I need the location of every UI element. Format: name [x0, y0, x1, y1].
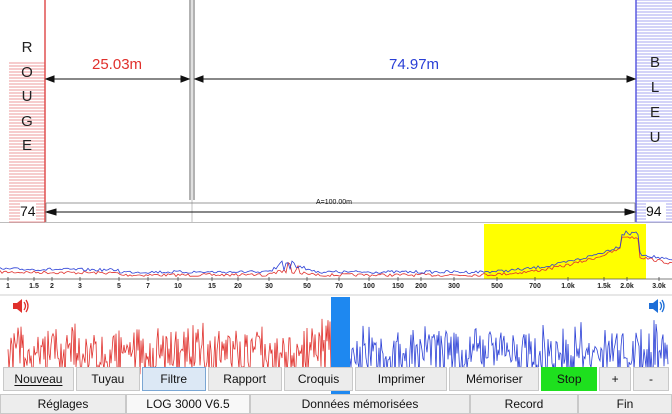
spectrum-tick-label: 150	[392, 283, 404, 290]
frequency-spectrum[interactable]: 1 1.5 2 3 5 7 10 15 20 30 50 70 100 150 200 300 500 700 1.…	[0, 224, 672, 292]
tab-reglages[interactable]: Réglages	[0, 394, 126, 414]
letter: R	[21, 39, 33, 56]
spectrum-tick-label: 2.0k	[620, 283, 634, 290]
spectrum-tick-label: 2	[50, 283, 54, 290]
bottom-tabs: Réglages LOG 3000 V6.5 Données mémorisée…	[0, 394, 672, 414]
zoom-in-button[interactable]: +	[599, 367, 632, 391]
stop-button[interactable]: Stop	[541, 367, 598, 391]
right-sensor-label: B L E U	[645, 50, 665, 150]
spectrum-tick-label: 7	[146, 283, 150, 290]
frequency-band-highlight	[484, 224, 646, 279]
tab-record[interactable]: Record	[470, 394, 578, 414]
tab-fin[interactable]: Fin	[578, 394, 672, 414]
right-distance: 74.97m	[389, 56, 440, 73]
spectrum-tick-label: 1.5	[29, 283, 39, 290]
nouveau-button[interactable]: Nouveau	[3, 367, 74, 391]
spectrum-tick-label: 200	[415, 283, 427, 290]
spectrum-tick-label: 700	[529, 283, 541, 290]
pipe-diagram-panel: R O U G E B L E U 25.03m 74.97m 74 94 A=…	[0, 0, 672, 223]
spectrum-tick-label: 3	[78, 283, 82, 290]
spectrum-tick-label: 30	[265, 283, 273, 290]
filtre-button[interactable]: Filtre	[141, 367, 206, 391]
right-sensor-value: 94	[646, 203, 662, 219]
spectrum-tick-label: 10	[174, 283, 182, 290]
letter: O	[21, 63, 33, 81]
spectrum-tick-label: 5	[117, 283, 121, 290]
spectrum-tick-label: 500	[491, 283, 503, 290]
speaker-icon[interactable]	[648, 298, 668, 314]
spectrum-tick-label: 1	[6, 283, 10, 290]
spectrum-tick-label: 70	[335, 283, 343, 290]
spectrum-tick-label: 100	[363, 283, 375, 290]
left-sensor-label: R O U G E	[17, 36, 37, 159]
speaker-icon[interactable]	[12, 298, 32, 314]
blue-spectrum-line	[0, 230, 672, 274]
spectrum-tick-label: 1.0k	[561, 283, 575, 290]
spectrum-tick-label: 15	[208, 283, 216, 290]
spectrum-tick-label: 20	[234, 283, 242, 290]
letter: G	[21, 112, 33, 130]
red-spectrum-line	[0, 236, 672, 278]
left-distance: 25.03m	[92, 56, 143, 73]
pipe-diagram	[9, 0, 672, 223]
left-sensor-value: 74	[20, 203, 36, 219]
letter: B	[649, 54, 660, 71]
rapport-button[interactable]: Rapport	[207, 367, 282, 391]
letter: E	[649, 104, 660, 121]
toolbar: Nouveau Tuyau Filtre Rapport Croquis Imp…	[0, 367, 672, 391]
spectrum-plot: 1 1.5 2 3 5 7 10 15 20 30 50 70 100 150 200 300 500 700 1.…	[0, 224, 672, 290]
spectrum-tick-label: 1.5k	[597, 283, 611, 290]
spectrum-tick-label: 50	[303, 283, 311, 290]
red-sensor-hatch	[9, 0, 46, 223]
total-length: A=100.00m	[316, 199, 352, 206]
tuyau-button[interactable]: Tuyau	[75, 367, 140, 391]
blue-sensor-hatch	[635, 0, 672, 223]
red-waveform	[7, 318, 332, 386]
letter: U	[21, 88, 33, 105]
imprimer-button[interactable]: Imprimer	[355, 367, 448, 391]
croquis-button[interactable]: Croquis	[283, 367, 354, 391]
tab-version: LOG 3000 V6.5	[126, 394, 250, 414]
spectrum-tick-label: 300	[448, 283, 460, 290]
tab-donnees-memorisees[interactable]: Données mémorisées	[250, 394, 470, 414]
letter: U	[649, 129, 661, 146]
letter: E	[21, 137, 32, 154]
zoom-out-button[interactable]: -	[633, 367, 670, 391]
blue-waveform	[349, 320, 669, 381]
memoriser-button[interactable]: Mémoriser	[449, 367, 540, 391]
letter: L	[650, 79, 660, 96]
spectrum-tick-label: 3.0k	[652, 283, 666, 290]
